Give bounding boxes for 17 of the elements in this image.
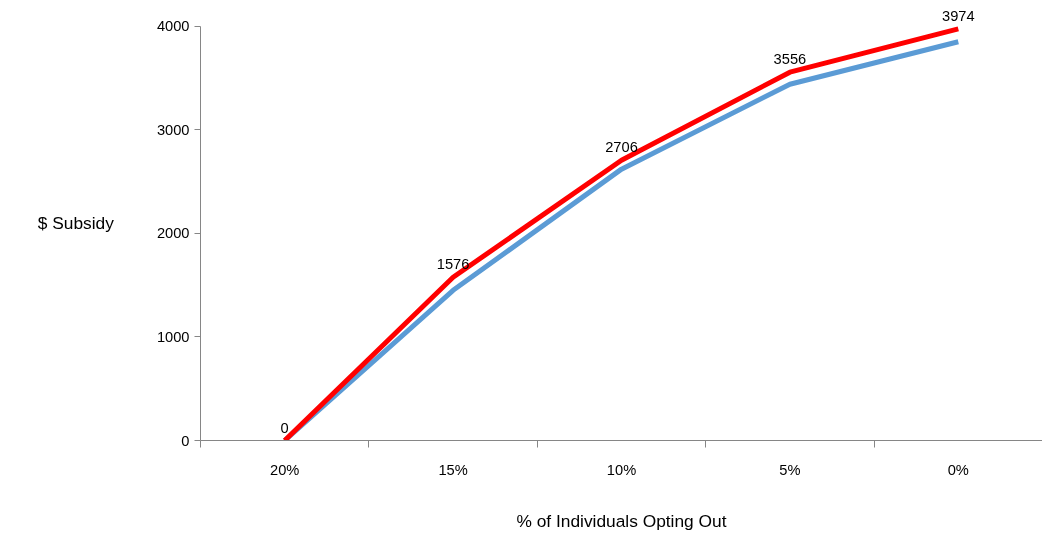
y-tick-label: 4000 xyxy=(156,18,190,35)
x-tick-label: 20% xyxy=(270,461,300,478)
y-tick-label: 3000 xyxy=(156,121,190,138)
y-tick-label: 2000 xyxy=(156,225,190,242)
y-axis-title: $ Subsidy xyxy=(37,213,115,233)
x-tick-label: 5% xyxy=(779,461,801,478)
y-tick-label: 1000 xyxy=(156,328,190,345)
data-label: 2706 xyxy=(605,139,638,156)
data-label: 1576 xyxy=(436,256,470,273)
y-tick-label: 0 xyxy=(181,432,190,449)
x-axis-title: % of Individuals Opting Out xyxy=(516,510,727,531)
data-label: 3974 xyxy=(942,7,975,24)
x-tick-label: 10% xyxy=(606,461,637,478)
x-tick-label: 0% xyxy=(947,461,969,478)
data-label: 3556 xyxy=(773,51,807,68)
data-label: 0 xyxy=(280,419,289,436)
x-tick-label: 15% xyxy=(438,461,468,478)
